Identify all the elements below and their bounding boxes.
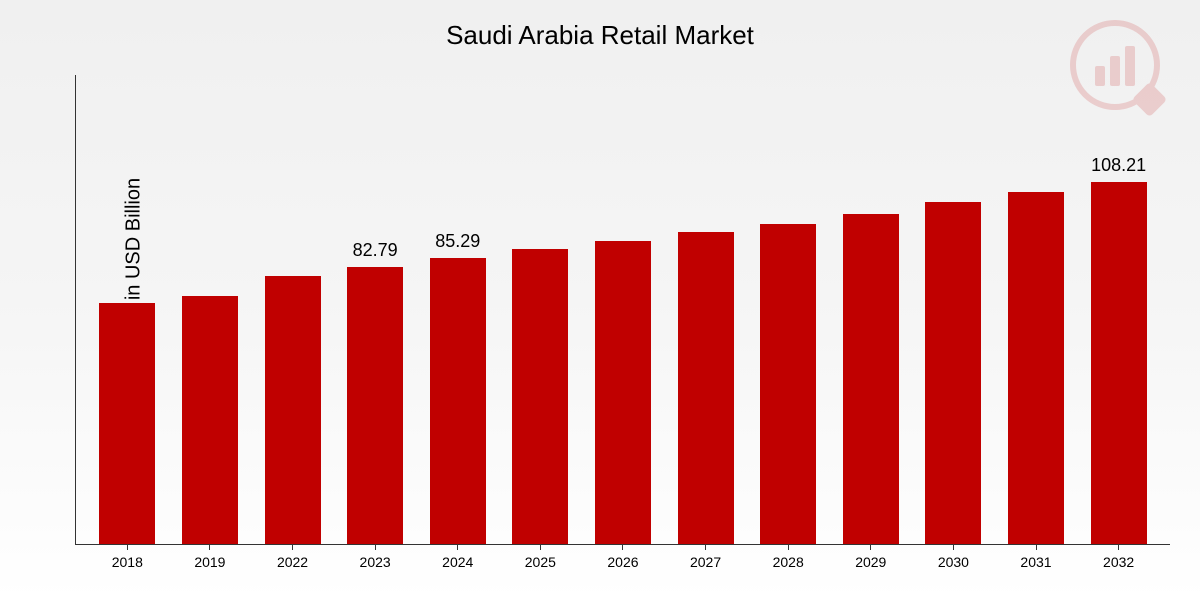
x-tick-mark [953,544,954,550]
x-tick-mark [209,544,210,550]
bar [595,241,651,544]
x-tick-label: 2031 [1020,554,1051,570]
bar [99,303,155,544]
bar-wrapper: 2025 [499,75,582,544]
x-tick-label: 2026 [607,554,638,570]
x-tick-label: 2032 [1103,554,1134,570]
bar [760,224,816,544]
bar-wrapper: 2029 [829,75,912,544]
x-tick-label: 2029 [855,554,886,570]
x-tick-mark [1036,544,1037,550]
x-tick-label: 2028 [773,554,804,570]
x-tick-label: 2030 [938,554,969,570]
chart-title: Saudi Arabia Retail Market [446,20,754,51]
bar-wrapper: 2026 [582,75,665,544]
bar [1091,182,1147,545]
x-tick-mark [622,544,623,550]
bar-wrapper: 2028 [747,75,830,544]
x-tick-label: 2023 [360,554,391,570]
x-tick-label: 2025 [525,554,556,570]
bar-wrapper: 2019 [169,75,252,544]
bar-wrapper: 2018 [86,75,169,544]
bar-value-label: 85.29 [435,231,480,252]
x-tick-mark [292,544,293,550]
bar [1008,192,1064,544]
x-tick-mark [127,544,128,550]
x-tick-mark [1118,544,1119,550]
bar [843,214,899,544]
x-tick-mark [375,544,376,550]
x-tick-label: 2019 [194,554,225,570]
bar-wrapper: 2027 [664,75,747,544]
bar-wrapper: 85.292024 [416,75,499,544]
bar-wrapper: 108.212032 [1077,75,1160,544]
bar [925,202,981,544]
bar-value-label: 82.79 [353,240,398,261]
x-tick-mark [705,544,706,550]
bar [430,258,486,544]
x-tick-label: 2024 [442,554,473,570]
bar [678,232,734,544]
bar-wrapper: 2031 [995,75,1078,544]
bar-value-label: 108.21 [1091,155,1146,176]
bar-wrapper: 82.792023 [334,75,417,544]
x-tick-label: 2018 [112,554,143,570]
x-tick-mark [870,544,871,550]
bar-wrapper: 2022 [251,75,334,544]
x-tick-label: 2022 [277,554,308,570]
x-tick-mark [540,544,541,550]
x-tick-mark [457,544,458,550]
bar [347,267,403,544]
x-tick-mark [788,544,789,550]
plot-area: 20182019202282.79202385.2920242025202620… [75,75,1170,545]
bars-container: 20182019202282.79202385.2920242025202620… [76,75,1170,544]
bar [265,276,321,544]
x-tick-label: 2027 [690,554,721,570]
bar-wrapper: 2030 [912,75,995,544]
bar [182,296,238,544]
bar [512,249,568,544]
